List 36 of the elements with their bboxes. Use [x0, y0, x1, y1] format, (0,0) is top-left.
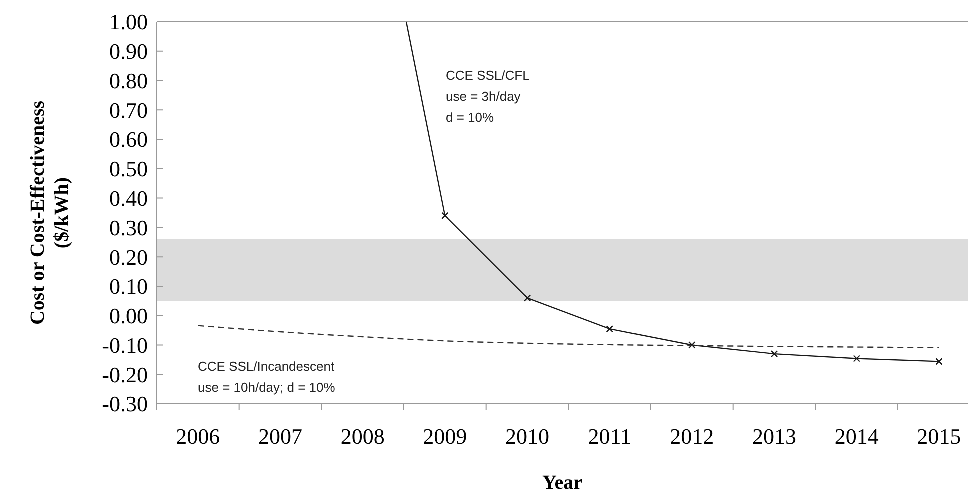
point [442, 212, 449, 220]
x-tick-label: 2012 [670, 424, 714, 449]
x-tick-label: 2010 [506, 424, 550, 449]
y-tick-label: -0.20 [102, 362, 148, 388]
line-series [198, 325, 940, 348]
x-tick-label: 2015 [917, 424, 962, 449]
y-tick-label: 0.30 [110, 215, 148, 240]
x-tick-label: 2014 [834, 424, 879, 449]
y-tick-label: 0.40 [110, 186, 148, 212]
y-tick-label: 0.50 [110, 156, 148, 182]
y-tick-label: 0.00 [110, 304, 148, 329]
annotation: CCE SSL/CFL use = 3h/day d = 10% [446, 68, 530, 125]
y-tick-label: -0.30 [102, 392, 148, 417]
point [936, 358, 943, 366]
annotation: CCE SSL/Incandescent use = 10h/day; d = 10% [198, 359, 336, 395]
x-tick-label: 2011 [588, 424, 632, 449]
x-tick-label: 2009 [423, 424, 468, 449]
y-tick-label: 0.70 [110, 98, 148, 123]
y-tick-label: 0.60 [110, 127, 148, 152]
y-tick-label: 0.80 [110, 68, 148, 94]
y-tick-label: 1.00 [110, 10, 148, 35]
y-tick-label: 0.20 [110, 244, 148, 270]
x-tick-label: 2013 [752, 424, 797, 449]
point [853, 355, 860, 362]
x-tick-label: 2006 [176, 424, 220, 449]
y-tick-label: 0.10 [110, 274, 148, 300]
point [524, 294, 532, 302]
y-axis-title: Cost or Cost-Effectiveness ($/kWh) [27, 100, 73, 326]
y-tick-label: 0.90 [110, 39, 148, 64]
point [770, 350, 778, 358]
point [606, 325, 614, 333]
y-tick-label: -0.10 [102, 332, 148, 358]
x-axis-title: Year [542, 472, 583, 494]
x-tick-label: 2007 [258, 424, 303, 449]
x-tick-label: 2008 [340, 424, 385, 449]
point [688, 342, 696, 349]
